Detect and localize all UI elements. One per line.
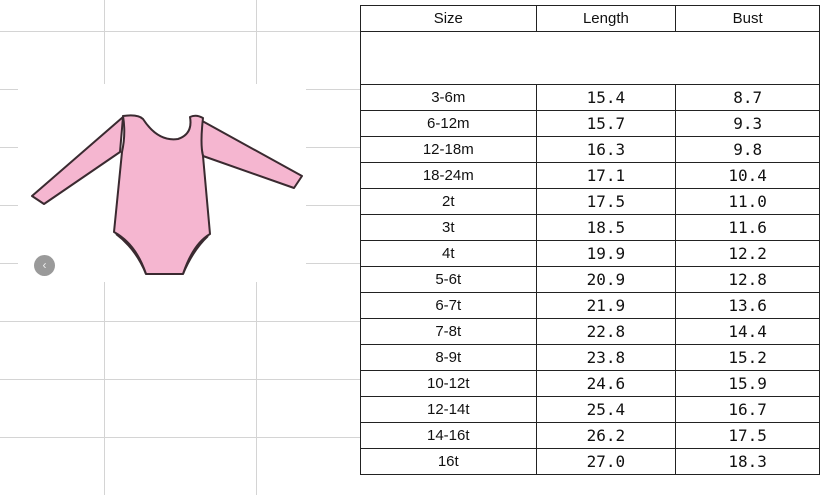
bust-cell: 10.4 xyxy=(675,162,820,189)
size-cell: 6-7t xyxy=(360,292,537,319)
length-cell: 24.6 xyxy=(535,370,677,397)
bust-cell: 16.7 xyxy=(675,396,820,423)
length-cell: 20.9 xyxy=(535,266,677,293)
size-cell: 2t xyxy=(360,188,537,215)
size-cell: 6-12m xyxy=(360,110,537,137)
bust-cell: 11.6 xyxy=(675,214,820,241)
bust-cell: 8.7 xyxy=(675,84,820,111)
size-cell: 12-18m xyxy=(360,136,537,163)
header-size: Size xyxy=(360,5,537,32)
table-row: 16t 27.0 18.3 xyxy=(360,448,820,475)
size-cell: 3-6m xyxy=(360,84,537,111)
table-row: 8-9t 23.8 15.2 xyxy=(360,344,820,371)
size-cell: 7-8t xyxy=(360,318,537,345)
table-row: 7-8t 22.8 14.4 xyxy=(360,318,820,345)
table-row: 6-12m 15.7 9.3 xyxy=(360,110,820,137)
blank-row xyxy=(360,31,820,85)
length-cell: 18.5 xyxy=(535,214,677,241)
table-header-row: Size Length Bust xyxy=(360,5,820,32)
size-cell: 3t xyxy=(360,214,537,241)
bust-cell: 13.6 xyxy=(675,292,820,319)
table-row: 10-12t 24.6 15.9 xyxy=(360,370,820,397)
header-bust: Bust xyxy=(675,5,820,32)
bust-cell: 18.3 xyxy=(675,448,820,475)
length-cell: 16.3 xyxy=(535,136,677,163)
size-cell: 14-16t xyxy=(360,422,537,449)
size-cell: 12-14t xyxy=(360,396,537,423)
table-row: 18-24m 17.1 10.4 xyxy=(360,162,820,189)
length-cell: 21.9 xyxy=(535,292,677,319)
length-cell: 17.5 xyxy=(535,188,677,215)
size-cell: 4t xyxy=(360,240,537,267)
bust-cell: 17.5 xyxy=(675,422,820,449)
bust-cell: 9.3 xyxy=(675,110,820,137)
chevron-left-icon[interactable]: ‹ xyxy=(34,255,55,276)
table-row: 4t 19.9 12.2 xyxy=(360,240,820,267)
size-cell: 18-24m xyxy=(360,162,537,189)
header-length: Length xyxy=(535,5,677,32)
length-cell: 15.7 xyxy=(535,110,677,137)
length-cell: 19.9 xyxy=(535,240,677,267)
table-row: 3-6m 15.4 8.7 xyxy=(360,84,820,111)
product-image xyxy=(18,84,306,282)
size-cell: 8-9t xyxy=(360,344,537,371)
length-cell: 26.2 xyxy=(535,422,677,449)
blank-cell xyxy=(360,31,820,85)
length-cell: 27.0 xyxy=(535,448,677,475)
bust-cell: 11.0 xyxy=(675,188,820,215)
size-chart-table: Size Length Bust 3-6m 15.4 8.7 6-12m 15.7 9.3… xyxy=(360,5,820,475)
bust-cell: 12.8 xyxy=(675,266,820,293)
length-cell: 22.8 xyxy=(535,318,677,345)
bust-cell: 15.2 xyxy=(675,344,820,371)
table-row: 2t 17.5 11.0 xyxy=(360,188,820,215)
table-row: 3t 18.5 11.6 xyxy=(360,214,820,241)
table-row: 12-18m 16.3 9.8 xyxy=(360,136,820,163)
bust-cell: 9.8 xyxy=(675,136,820,163)
table-row: 12-14t 25.4 16.7 xyxy=(360,396,820,423)
size-cell: 16t xyxy=(360,448,537,475)
size-cell: 5-6t xyxy=(360,266,537,293)
bust-cell: 12.2 xyxy=(675,240,820,267)
bust-cell: 15.9 xyxy=(675,370,820,397)
length-cell: 25.4 xyxy=(535,396,677,423)
size-cell: 10-12t xyxy=(360,370,537,397)
table-row: 6-7t 21.9 13.6 xyxy=(360,292,820,319)
length-cell: 15.4 xyxy=(535,84,677,111)
bust-cell: 14.4 xyxy=(675,318,820,345)
leotard-illustration xyxy=(31,114,303,275)
length-cell: 17.1 xyxy=(535,162,677,189)
table-row: 5-6t 20.9 12.8 xyxy=(360,266,820,293)
table-row: 14-16t 26.2 17.5 xyxy=(360,422,820,449)
length-cell: 23.8 xyxy=(535,344,677,371)
